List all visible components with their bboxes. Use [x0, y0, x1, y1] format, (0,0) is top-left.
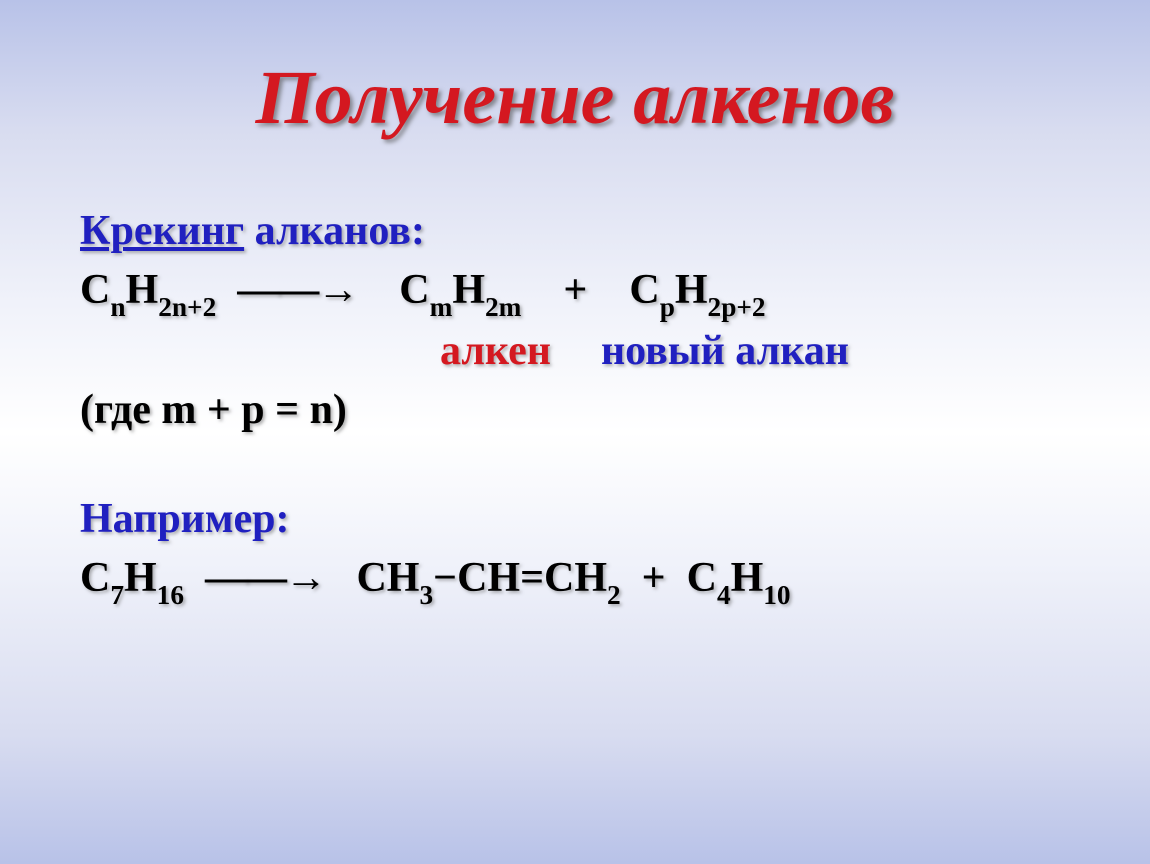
slide-title: Получение алкенов [0, 0, 1150, 142]
formula-sub-2n2: 2n+2 [158, 292, 216, 322]
ex-c4: C [687, 555, 717, 601]
formula-sub-p: p [660, 292, 675, 322]
blank-line [80, 440, 1150, 490]
general-formula: CnH2n+2 ——→ CmH2m + CpH2p+2 [80, 261, 1150, 323]
condition-line: (где m + p = n) [80, 381, 1150, 440]
formula-sub-n: n [110, 292, 125, 322]
ex-sub-7: 7 [110, 580, 124, 610]
labels-line: алкен новый алкан [80, 322, 1150, 381]
ex-sub-2: 2 [607, 580, 621, 610]
formula-arrow: ——→ [237, 267, 357, 313]
ex-h1: H [124, 555, 157, 601]
ex-ch: CH=CH [457, 555, 607, 601]
example-label-line: Например: [80, 490, 1150, 549]
formula-c2: C [399, 267, 429, 313]
ex-c1: C [80, 555, 110, 601]
ex-sub-16: 16 [157, 580, 184, 610]
title-text: Получение алкенов [256, 56, 895, 140]
ex-sub-3: 3 [419, 580, 433, 610]
subtitle-line: Крекинг алканов: [80, 202, 1150, 261]
formula-h1: H [126, 267, 159, 313]
ex-h10: H [731, 555, 764, 601]
condition-text: (где m + p = n) [80, 387, 347, 433]
formula-c1: C [80, 267, 110, 313]
ex-plus: + [642, 555, 666, 601]
alkene-label: алкен [440, 328, 551, 374]
formula-h2: H [452, 267, 485, 313]
example-label: Например: [80, 496, 289, 542]
formula-sub-m: m [430, 292, 453, 322]
ex-dash: − [433, 555, 457, 601]
formula-h3: H [675, 267, 708, 313]
alkane-label: новый алкан [601, 328, 849, 374]
example-formula: C7H16 ——→ CH3−CH=CH2 + C4H10 [80, 549, 1150, 611]
formula-sub-2p2: 2p+2 [708, 292, 766, 322]
ex-sub-10: 10 [763, 580, 790, 610]
formula-sub-2m: 2m [485, 292, 521, 322]
ex-sub-4: 4 [717, 580, 731, 610]
slide-content: Крекинг алканов: CnH2n+2 ——→ CmH2m + CpH… [0, 142, 1150, 610]
subtitle-rest: алканов: [244, 208, 425, 254]
formula-c3: C [629, 267, 659, 313]
ex-ch3: CH [356, 555, 419, 601]
ex-arrow: ——→ [205, 555, 325, 601]
formula-plus: + [563, 267, 587, 313]
cracking-link: Крекинг [80, 208, 244, 254]
